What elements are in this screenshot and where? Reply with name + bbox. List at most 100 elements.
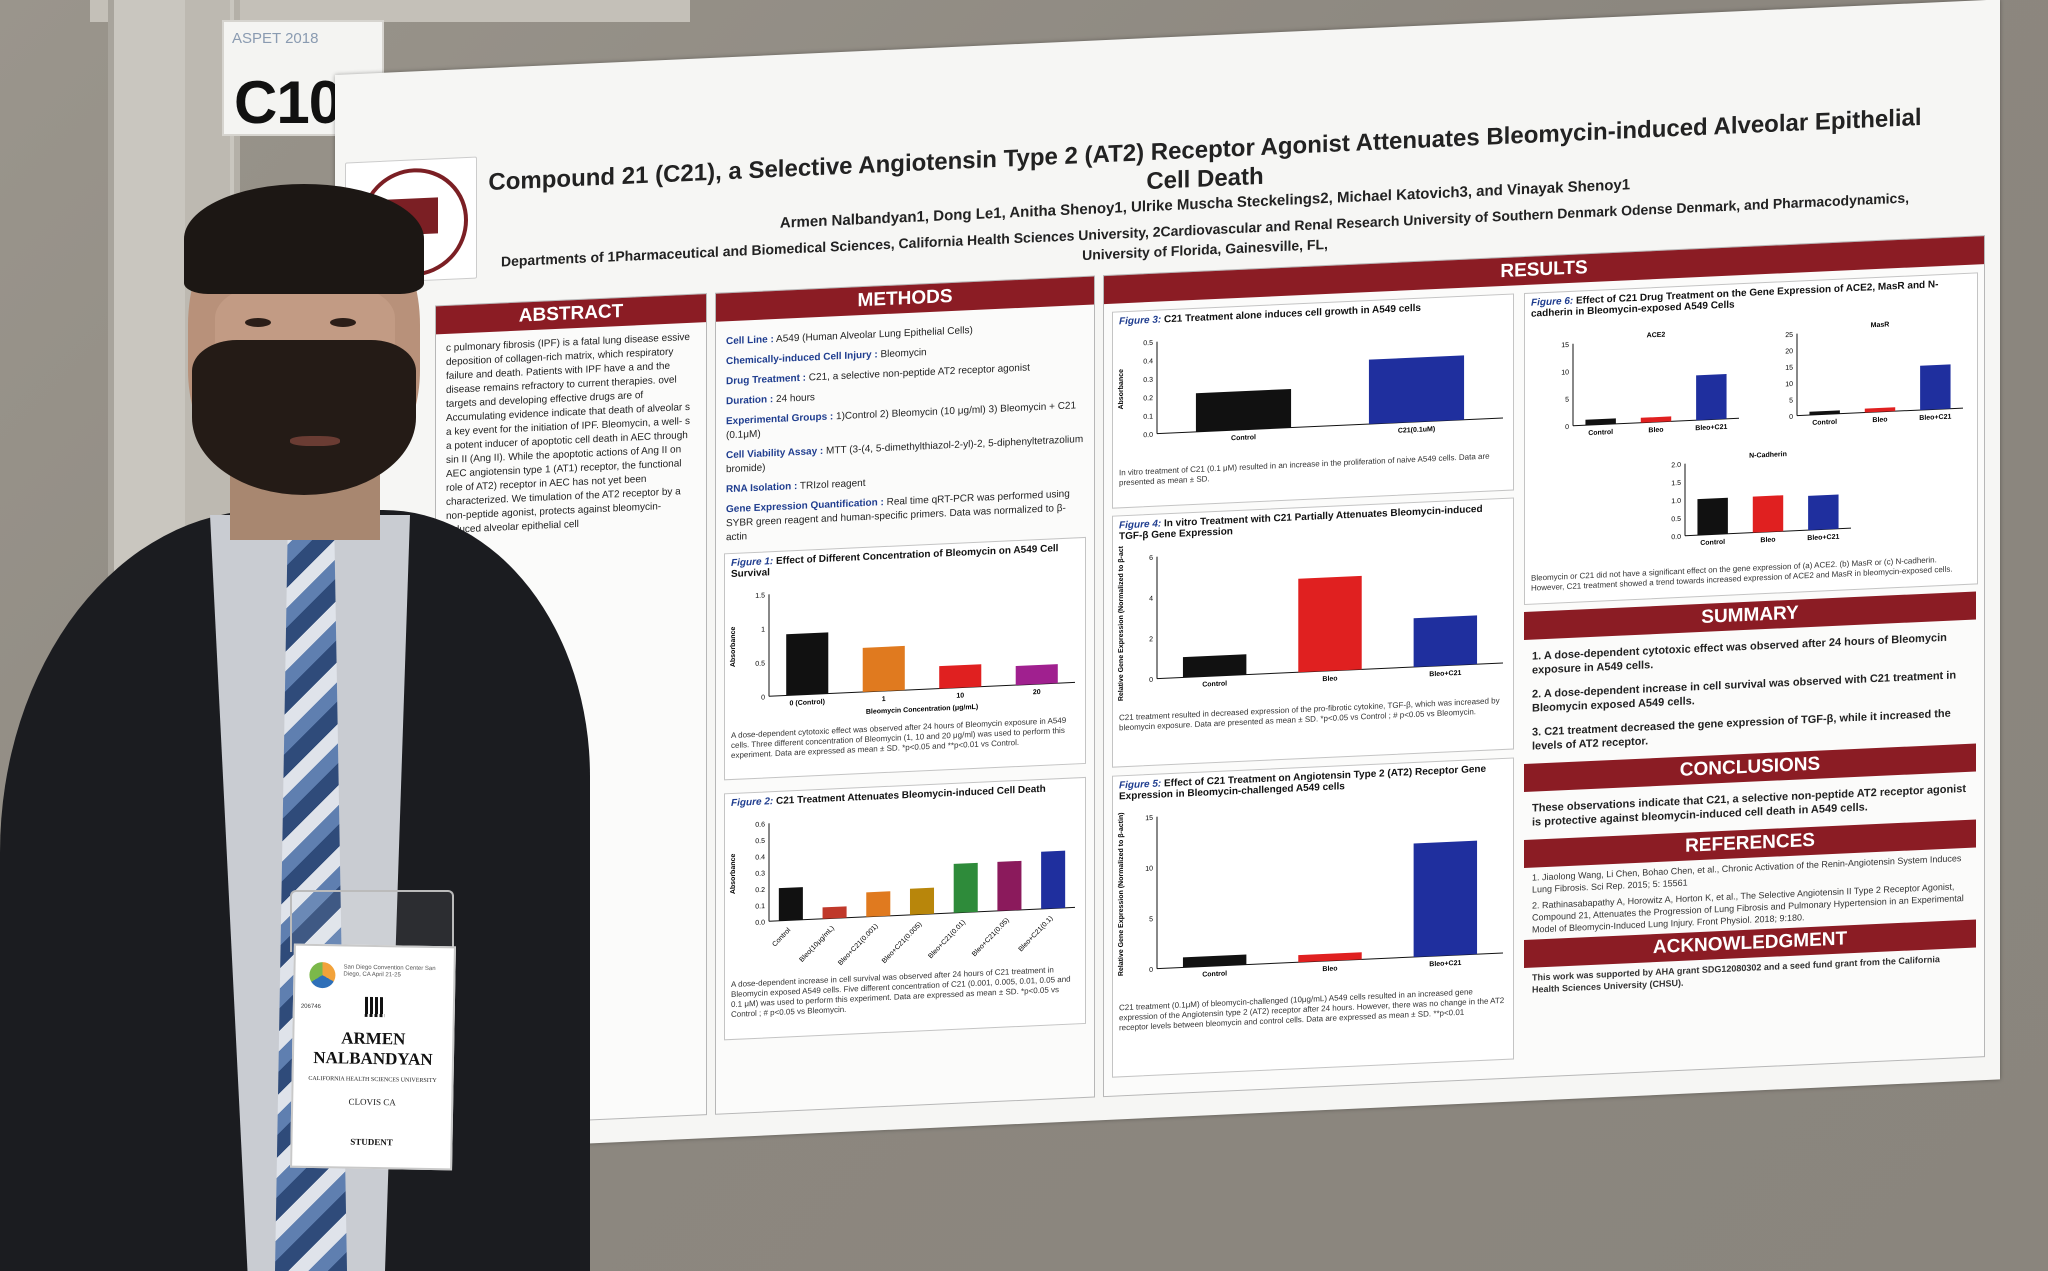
y-tick-label: 0.5 [755, 660, 765, 667]
badge-university: CALIFORNIA HEALTH SCIENCES UNIVERSITY [308, 1075, 437, 1085]
figure-1-chart: 0 0.5 1 1.5 Absorbance 0 (Control) 1 10 20 Bleomy… [730, 592, 1075, 716]
y-tick-label: 0.4 [755, 854, 765, 861]
conference-label: ASPET 2018 [232, 30, 319, 47]
bar [997, 860, 1022, 911]
name-badge: San Diego Convention Center San Diego, C… [290, 943, 456, 1171]
chart-title: MasR [1871, 321, 1890, 329]
badge-name: ARMEN NALBANDYAN [313, 1028, 433, 1070]
y-tick-label: 5 [1565, 397, 1569, 404]
methods-value: C21, a selective non-peptide AT2 recepto… [806, 362, 1030, 384]
bar [1041, 850, 1066, 909]
summary-section: SUMMARY 1. A dose-dependent cytotoxic ef… [1524, 591, 1976, 1000]
methods-key: Cell Line : [726, 334, 774, 348]
x-tick-label: Bleo [1760, 537, 1775, 545]
figure-6-title: Effect of C21 Drug Treatment on the Gene… [1531, 279, 1939, 320]
badge-event: San Diego Convention Center San Diego, C… [343, 964, 436, 979]
figure-2-label: Figure 2: [731, 796, 774, 810]
research-poster: Compound 21 (C21), a Selective Angiotens… [335, 0, 2000, 1155]
methods-key: Cell Viability Assay : [726, 445, 824, 462]
bar [953, 862, 978, 913]
y-tick-label: 0.5 [1671, 516, 1681, 523]
results-column: RESULTS Figure 3: C21 Treatment alone in… [1103, 235, 1985, 1098]
y-tick-label: 0.4 [1143, 358, 1153, 365]
bar [1696, 373, 1727, 421]
y-tick-label: 1.5 [1671, 480, 1681, 487]
y-tick-label: 0.0 [1143, 432, 1153, 439]
y-axis-label: Relative Gene Expression (Normalized to … [1118, 537, 1125, 701]
x-tick-label: Control [1812, 419, 1837, 427]
x-tick-label: 0 (Control) [790, 699, 825, 708]
presenter-photo: San Diego Convention Center San Diego, C… [0, 184, 590, 1271]
methods-value: TRIzol reagent [797, 477, 866, 493]
y-tick-label: 0 [1565, 424, 1569, 431]
figure-3: Figure 3: C21 Treatment alone induces ce… [1112, 293, 1514, 509]
y-tick-label: 1.0 [1671, 498, 1681, 505]
bar [1413, 840, 1478, 958]
y-tick-label: 6 [1149, 555, 1153, 562]
figure-2-chart: 0.0 0.1 0.2 0.3 0.4 0.5 0.6 Absorbance Control Bl… [730, 821, 1075, 967]
methods-value: 24 hours [773, 392, 815, 406]
badge-holder [290, 890, 454, 952]
y-tick-label: 0 [761, 694, 765, 701]
bar [1752, 495, 1784, 533]
x-tick-label: 1 [882, 696, 886, 703]
figure-5: Figure 5: Effect of C21 Treatment on Ang… [1112, 757, 1514, 1078]
bar [1298, 575, 1362, 673]
y-tick-label: 2.0 [1671, 462, 1681, 469]
x-tick-label: 10 [956, 692, 964, 699]
chart-title: N-Cadherin [1749, 451, 1787, 460]
methods-key: Chemically-induced Cell Injury : [726, 349, 878, 368]
figure-3-label: Figure 3: [1119, 314, 1162, 328]
y-tick-label: 20 [1785, 348, 1793, 355]
y-tick-label: 25 [1785, 332, 1793, 339]
figure-2: Figure 2: C21 Treatment Attenuates Bleom… [724, 776, 1086, 1041]
figure-6c-chart: 0.0 0.5 1.0 1.5 2.0 Control Bleo Bleo+C21 N-Cadh… [1671, 451, 1851, 547]
figure-6: Figure 6: Effect of C21 Drug Treatment o… [1524, 272, 1978, 606]
bar [1697, 497, 1728, 536]
bar [862, 645, 905, 693]
figure-6b-chart: 0 5 10 15 20 25 Control Bleo Bleo+C21 MasR [1785, 321, 1963, 427]
x-tick-label: Bleo+C21 [1807, 534, 1839, 542]
methods-item: Gene Expression Quantification : Real ti… [726, 487, 1084, 545]
figure-5-chart: 0 5 10 15 Relative Gene Expression (Normaliz… [1118, 812, 1503, 979]
bar [1182, 654, 1247, 678]
figure-2-caption: A dose-dependent increase in cell surviv… [731, 965, 1071, 1020]
bar [909, 887, 935, 915]
y-tick-label: 0.1 [1143, 413, 1153, 420]
bar [1864, 407, 1896, 413]
methods-value: Bleomycin [877, 347, 927, 361]
y-tick-label: 0.2 [755, 887, 765, 894]
bar [939, 664, 982, 689]
x-tick-label: Control [1588, 429, 1613, 437]
x-tick-label: Control [1231, 434, 1256, 442]
y-tick-label: 0.5 [1143, 340, 1153, 347]
bar [1182, 954, 1247, 968]
y-tick-label: 10 [1561, 369, 1569, 376]
methods-key: Duration : [726, 394, 774, 408]
x-tick-label: Bleo+C21(0.001) [837, 923, 879, 967]
bar [1808, 494, 1839, 531]
bar [1920, 364, 1951, 411]
y-tick-label: 1 [761, 626, 765, 633]
y-tick-label: 15 [1145, 815, 1153, 822]
y-tick-label: 10 [1785, 381, 1793, 388]
x-tick-label: Bleo [1872, 417, 1887, 425]
x-tick-label: Bleo+C21 [1429, 670, 1461, 678]
x-tick-label: Bleo+C21 [1919, 414, 1951, 422]
bar [778, 887, 803, 921]
presenter-hair [184, 184, 424, 294]
y-tick-label: 2 [1149, 636, 1153, 643]
x-tick-label: Control [1202, 970, 1227, 978]
bar [1298, 952, 1362, 963]
methods-key: RNA Isolation : [726, 481, 798, 496]
y-tick-label: 0.0 [755, 919, 765, 926]
x-tick-label: Control [771, 927, 792, 949]
figure-3-chart: 0.0 0.1 0.2 0.3 0.4 0.5 Absorbance Control C21(0… [1118, 340, 1503, 442]
qr-code-icon [364, 996, 386, 1018]
y-tick-label: 0 [1149, 967, 1153, 974]
x-tick-label: Control [1700, 539, 1725, 547]
methods-list: Cell Line : A549 (Human Alveolar Lung Ep… [716, 305, 1094, 560]
x-tick-label: Bleo+C21(0.005) [881, 921, 923, 965]
x-tick-label: C21(0.1uM) [1398, 426, 1435, 435]
figure-6a-chart: 0 5 10 15 Control Bleo Bleo+C21 ACE2 [1561, 332, 1739, 437]
